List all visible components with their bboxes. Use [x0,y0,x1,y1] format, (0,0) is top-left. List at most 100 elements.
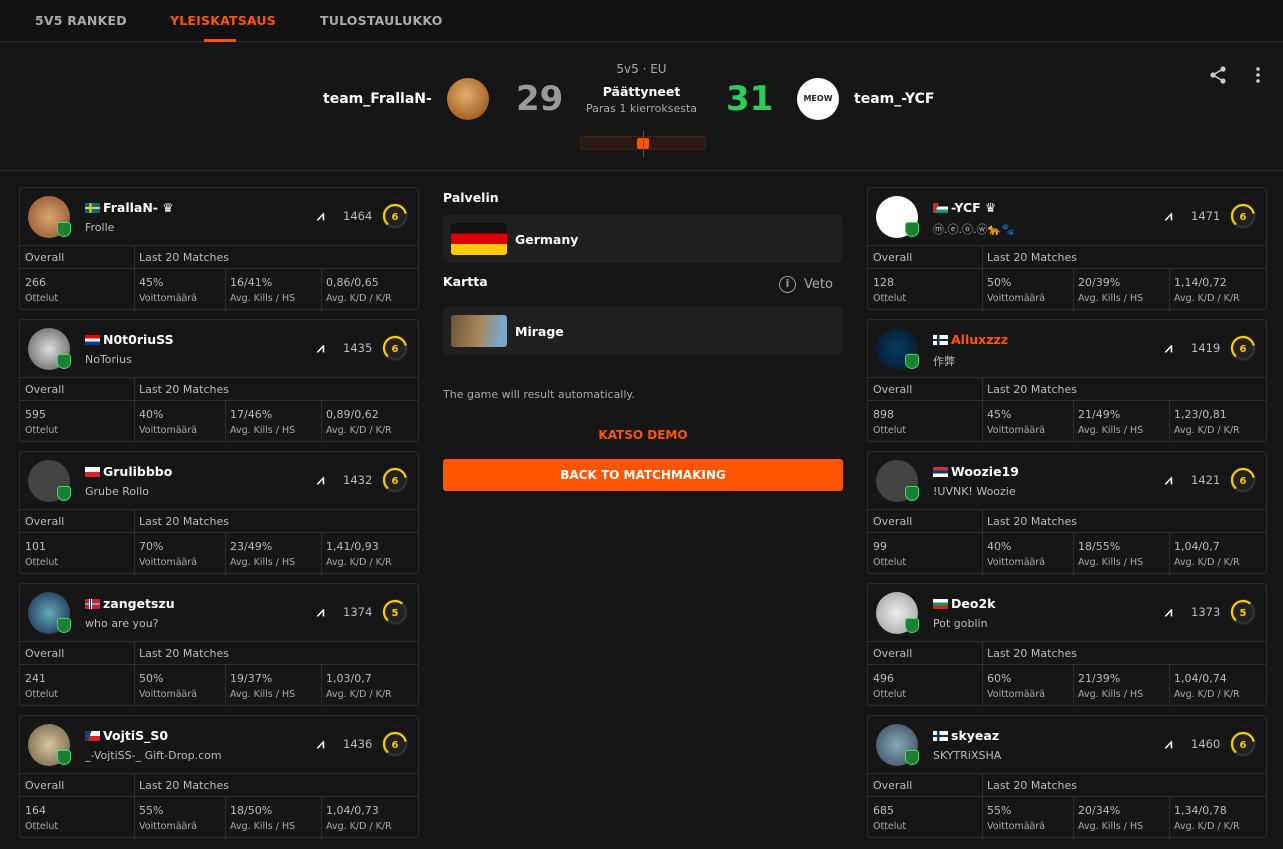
team1-avatar[interactable] [447,78,489,120]
kills-hs-value: 16/41% [230,276,273,289]
divider [1073,665,1074,707]
player-elo: 1471 [1191,209,1221,223]
skill-level-number: 5 [1240,608,1247,619]
skill-level-number: 6 [392,740,399,751]
skill-level-badge: 5 [1230,599,1256,625]
player-nickname: SKYTRiXSHA [933,749,1002,762]
player-nickname: Grube Rollo [85,485,149,498]
divider [1169,401,1170,443]
more-vertical-icon[interactable] [1253,66,1263,86]
player-nickname: !UVNK! Woozie [933,485,1016,498]
player-card[interactable]: Grulibbbo Grube Rollo ⩘ 1432 6 Overall L… [19,451,419,575]
last20-label: Last 20 Matches [139,779,229,792]
overall-label: Overall [873,779,913,792]
tab-scoreboard[interactable]: TULOSTAULUKKO [320,13,443,28]
skill-level-number: 6 [1240,476,1247,487]
country-flag-icon [933,467,948,477]
match-header: team_FrallaN- 29 5v5 · EU Päättyneet Par… [0,43,1283,171]
player-card[interactable]: VojtiS_S0 _-VojtiSS-_ Gift-Drop.com ⩘ 14… [19,715,419,839]
divider [321,797,322,839]
country-flag-icon [933,731,948,741]
stats-header-row [20,641,418,665]
elo-trend-icon: ⩘ [317,341,325,356]
server-box: Germany [443,215,843,263]
back-to-matchmaking-button[interactable]: BACK TO MATCHMAKING [443,459,843,491]
player-name[interactable]: skyeaz [951,728,1000,743]
server-label: Palvelin [443,190,499,205]
map-name: Mirage [515,324,564,339]
team2-avatar[interactable]: MEOW [797,78,839,120]
skill-level-badge: 6 [1230,467,1256,493]
matches-label: Ottelut [873,557,907,568]
player-elo: 1460 [1191,737,1221,751]
skill-level-badge: 6 [382,335,408,361]
last20-label: Last 20 Matches [987,383,1077,396]
tab-5v5-ranked[interactable]: 5V5 RANKED [35,13,127,28]
skill-level-number: 5 [392,608,399,619]
player-name[interactable]: VojtiS_S0 [103,728,169,743]
team2-name[interactable]: team_-YCF [854,91,935,107]
player-name[interactable]: Woozie19 [951,464,1019,479]
matches-value: 128 [873,276,894,289]
divider [982,509,983,575]
overall-label: Overall [873,647,913,660]
player-name[interactable]: -YCF ♛ [951,200,997,215]
player-name[interactable]: N0t0riuSS [103,332,174,347]
kills-hs-value: 17/46% [230,408,273,421]
stats-header-row [868,245,1266,269]
team1-name[interactable]: team_FrallaN- [323,91,432,107]
matches-label: Ottelut [873,425,907,436]
matches-label: Ottelut [25,557,59,568]
player-card[interactable]: FrallaN- ♛ Frolle ⩘ 1464 6 Overall Last … [19,187,419,311]
divider [225,797,226,839]
matches-value: 164 [25,804,46,817]
skill-level-badge: 5 [382,599,408,625]
country-flag-icon [85,335,100,345]
matches-label: Ottelut [25,293,59,304]
stats-header-row [20,773,418,797]
kills-hs-label: Avg. Kills / HS [230,293,296,304]
watch-demo-link[interactable]: KATSO DEMO [598,428,688,442]
skill-level-number: 6 [392,344,399,355]
country-flag-icon [933,203,948,213]
player-name[interactable]: Grulibbbo [103,464,173,479]
divider [134,509,135,575]
elo-trend-icon: ⩘ [1165,737,1173,752]
player-card[interactable]: Woozie19 !UVNK! Woozie ⩘ 1421 6 Overall … [867,451,1267,575]
kd-kr-label: Avg. K/D / K/R [1174,821,1240,832]
veto-link[interactable]: Veto [804,277,833,292]
player-card[interactable]: Deo2k Pot goblin ⩘ 1373 5 Overall Last 2… [867,583,1267,707]
matches-value: 496 [873,672,894,685]
share-icon[interactable] [1208,65,1228,85]
overall-label: Overall [873,251,913,264]
tab-overview[interactable]: YLEISKATSAUS [170,13,276,28]
player-card[interactable]: Alluxzzz 作弊 ⩘ 1419 6 Overall Last 20 Mat… [867,319,1267,443]
overall-label: Overall [25,251,65,264]
verified-shield-icon [57,618,71,633]
divider [982,245,983,311]
player-name[interactable]: Alluxzzz [951,332,1009,347]
player-name[interactable]: FrallaN- ♛ [103,200,174,215]
elo-trend-icon: ⩘ [1165,605,1173,620]
player-card[interactable]: -YCF ♛ ⓜ.ⓔ.ⓞ.ⓦ🐆🐾 ⩘ 1471 6 Overall Last 2… [867,187,1267,311]
player-nickname: Pot goblin [933,617,988,630]
verified-shield-icon [57,354,71,369]
verified-shield-icon [905,618,919,633]
player-name[interactable]: zangetszu [103,596,175,611]
info-icon[interactable]: i [779,276,796,293]
kills-hs-value: 19/37% [230,672,273,685]
divider [225,401,226,443]
player-card[interactable]: zangetszu who are you? ⩘ 1374 5 Overall … [19,583,419,707]
player-name[interactable]: Deo2k [951,596,996,611]
skill-level-badge: 6 [382,203,408,229]
match-mode: 5v5 · EU [616,62,667,76]
player-card[interactable]: skyeaz SKYTRiXSHA ⩘ 1460 6 Overall Last … [867,715,1267,839]
kd-kr-value: 1,04/0,7 [1174,540,1220,553]
kd-kr-label: Avg. K/D / K/R [326,557,392,568]
elo-trend-icon: ⩘ [317,605,325,620]
last20-label: Last 20 Matches [139,251,229,264]
kd-kr-label: Avg. K/D / K/R [1174,557,1240,568]
kd-kr-value: 1,04/0,73 [326,804,379,817]
stats-header-row [20,509,418,533]
player-card[interactable]: N0t0riuSS NoTorius ⩘ 1435 6 Overall Last… [19,319,419,443]
